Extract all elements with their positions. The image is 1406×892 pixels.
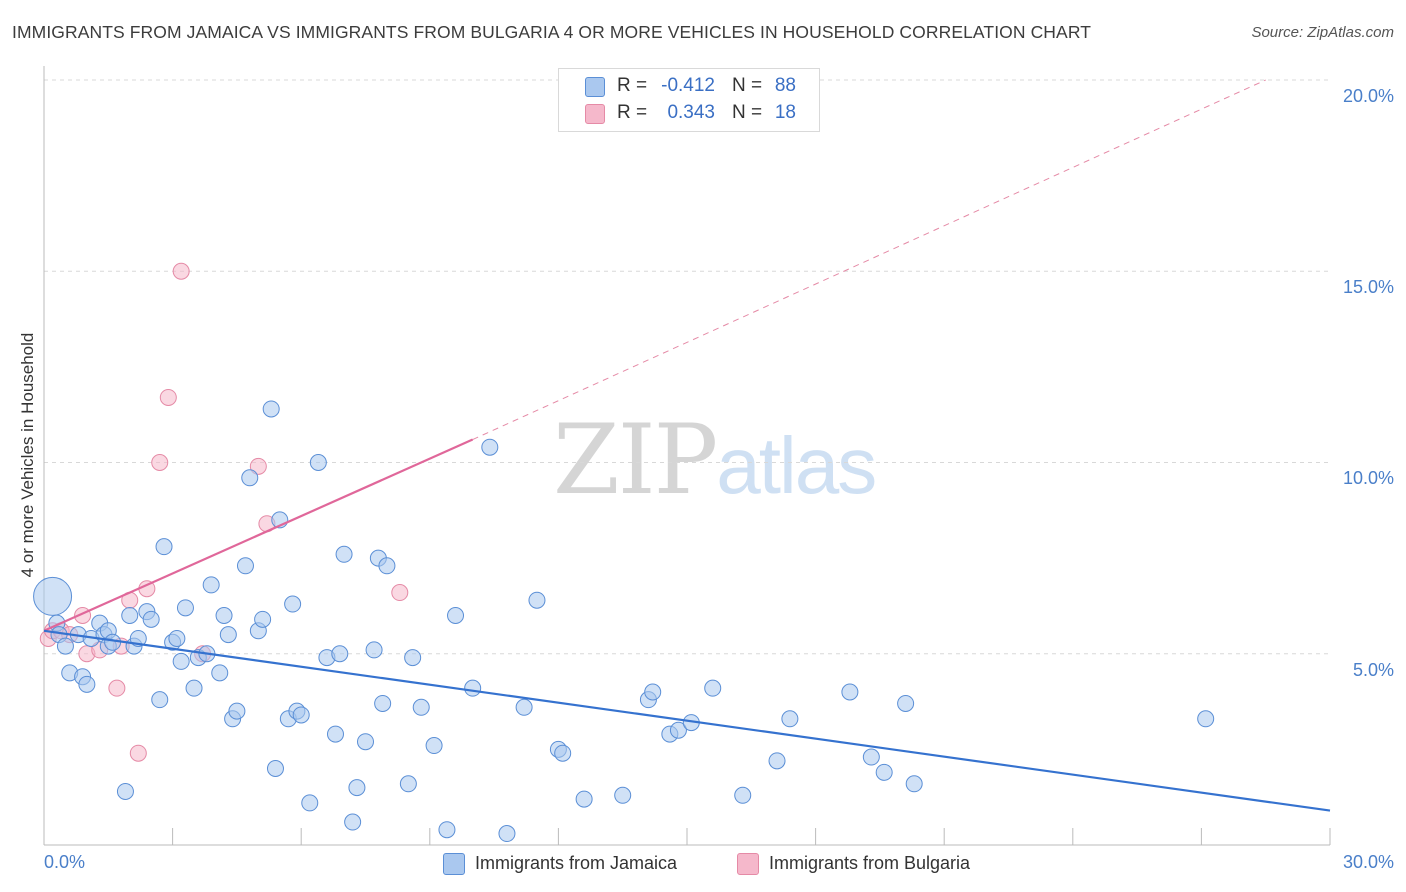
jamaica-point bbox=[399, 775, 417, 793]
chart-title: IMMIGRANTS FROM JAMAICA VS IMMIGRANTS FR… bbox=[12, 22, 1092, 42]
jamaica-point bbox=[498, 825, 516, 843]
y-tick-label: 5.0% bbox=[1352, 660, 1394, 680]
jamaica-point bbox=[116, 782, 134, 800]
jamaica-point bbox=[292, 706, 310, 724]
jamaica-point bbox=[151, 691, 169, 709]
watermark-atlas: atlas bbox=[716, 421, 877, 510]
jamaica-point bbox=[425, 737, 443, 755]
jamaica-point bbox=[219, 626, 237, 644]
bulgaria-swatch bbox=[585, 104, 605, 124]
jamaica-swatch bbox=[585, 77, 605, 97]
bulgaria-legend-label: Immigrants from Bulgaria bbox=[769, 853, 971, 873]
jamaica-point bbox=[378, 557, 396, 575]
jamaica-trend-line bbox=[43, 629, 1331, 812]
jamaica-point bbox=[121, 607, 139, 624]
bulgaria-point bbox=[391, 584, 409, 602]
correlation-legend: R = -0.412 N = 88 R = 0.343 N = 18 bbox=[558, 68, 820, 132]
legend-r-label: R = bbox=[617, 75, 648, 96]
bulgaria-trend-line bbox=[43, 438, 474, 632]
x-tick-label: 0.0% bbox=[44, 852, 86, 872]
watermark-zip: ZIP bbox=[553, 404, 718, 516]
y-tick-label: 15.0% bbox=[1342, 277, 1394, 297]
jamaica-point bbox=[1197, 710, 1215, 728]
jamaica-point bbox=[348, 779, 366, 797]
legend-r-value: 0.343 bbox=[667, 102, 715, 123]
jamaica-point bbox=[241, 469, 259, 487]
jamaica-point bbox=[266, 760, 284, 777]
jamaica-point bbox=[554, 744, 572, 762]
jamaica-point bbox=[155, 538, 173, 556]
legend-n-label: N = bbox=[732, 102, 763, 123]
jamaica-point bbox=[841, 683, 859, 701]
jamaica-point bbox=[202, 576, 220, 594]
jamaica-point bbox=[254, 610, 272, 628]
jamaica-point bbox=[905, 775, 923, 793]
jamaica-point bbox=[344, 813, 362, 831]
jamaica-point bbox=[56, 637, 74, 655]
jamaica-point bbox=[301, 794, 319, 812]
bulgaria-point bbox=[108, 679, 126, 697]
legend-n-value: 88 bbox=[774, 75, 796, 96]
x-tick-label: 30.0% bbox=[1342, 852, 1394, 872]
jamaica-point bbox=[142, 610, 160, 628]
jamaica-point bbox=[768, 752, 786, 770]
jamaica-point bbox=[438, 821, 456, 839]
jamaica-point bbox=[412, 698, 430, 716]
jamaica-point bbox=[781, 710, 799, 728]
jamaica-point bbox=[374, 694, 392, 712]
bulgaria-point bbox=[151, 454, 169, 471]
jamaica-point bbox=[309, 454, 327, 471]
jamaica-point bbox=[614, 786, 632, 804]
jamaica-point bbox=[644, 683, 662, 701]
jamaica-point bbox=[326, 725, 344, 743]
jamaica-point bbox=[215, 607, 233, 624]
jamaica-point bbox=[481, 438, 499, 456]
jamaica-point bbox=[669, 721, 687, 739]
jamaica-point bbox=[176, 599, 194, 617]
bulgaria-point bbox=[172, 262, 190, 280]
bulgaria-point bbox=[159, 388, 177, 406]
jamaica-point bbox=[168, 629, 186, 647]
jamaica-point bbox=[365, 641, 383, 659]
jamaica-legend-label: Immigrants from Jamaica bbox=[475, 853, 678, 873]
jamaica-point bbox=[464, 679, 482, 697]
jamaica-point bbox=[897, 694, 915, 712]
jamaica-legend-swatch bbox=[443, 853, 465, 875]
jamaica-point bbox=[331, 645, 349, 663]
jamaica-point bbox=[78, 675, 96, 693]
jamaica-point bbox=[357, 733, 374, 751]
jamaica-point bbox=[172, 652, 190, 670]
bulgaria-point bbox=[249, 457, 267, 475]
jamaica-point bbox=[575, 790, 593, 808]
jamaica-point bbox=[33, 576, 73, 616]
jamaica-point bbox=[515, 698, 533, 716]
source-credit: Source: ZipAtlas.com bbox=[1251, 24, 1394, 41]
legend-r-value: -0.412 bbox=[661, 75, 715, 96]
bulgaria-legend-swatch bbox=[737, 853, 759, 875]
bulgaria-trend-extension bbox=[472, 79, 1266, 441]
jamaica-point bbox=[875, 763, 893, 781]
jamaica-point bbox=[404, 649, 422, 667]
jamaica-point bbox=[228, 702, 246, 720]
legend-n-value: 18 bbox=[774, 102, 796, 123]
jamaica-point bbox=[262, 400, 280, 418]
jamaica-point bbox=[335, 545, 353, 563]
legend-r-label: R = bbox=[617, 102, 648, 123]
jamaica-point bbox=[284, 595, 302, 613]
jamaica-point bbox=[734, 786, 752, 804]
legend-n-label: N = bbox=[732, 75, 763, 96]
jamaica-point bbox=[185, 679, 203, 697]
y-tick-label: 20.0% bbox=[1342, 86, 1394, 106]
jamaica-point bbox=[528, 591, 546, 609]
jamaica-point bbox=[236, 557, 254, 575]
y-axis-label: 4 or more Vehicles in Household bbox=[18, 332, 37, 578]
watermark: ZIPatlas bbox=[553, 404, 877, 516]
bulgaria-point bbox=[129, 744, 147, 762]
jamaica-point bbox=[704, 679, 722, 697]
jamaica-point bbox=[862, 748, 880, 766]
jamaica-point bbox=[211, 664, 229, 682]
jamaica-point bbox=[447, 607, 465, 624]
y-tick-label: 10.0% bbox=[1342, 468, 1394, 488]
